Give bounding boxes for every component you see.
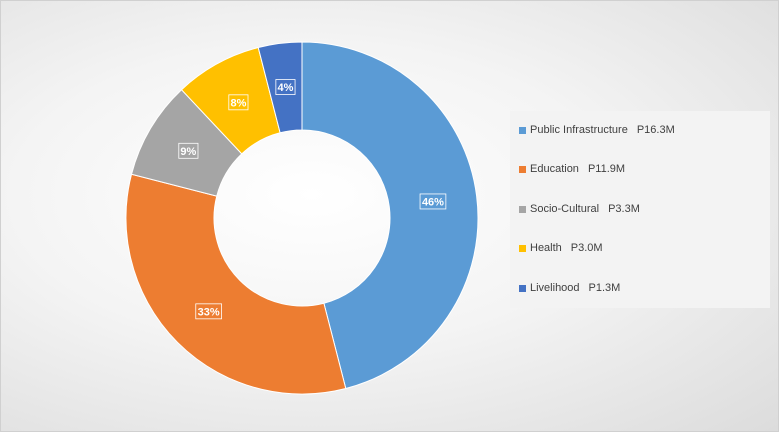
data-label-box-public-infrastructure (419, 193, 447, 210)
data-label-education: 33% (198, 306, 220, 318)
legend-item-livelihood: Livelihood P1.3M (519, 280, 620, 296)
data-label-box-livelihood (275, 79, 296, 95)
legend-label: Education (530, 163, 579, 175)
legend-value: P3.0M (570, 242, 603, 254)
legend-swatch (519, 284, 526, 292)
data-label-box-health (228, 94, 249, 111)
legend-label: Health (530, 242, 562, 254)
legend-swatch (519, 126, 526, 134)
legend-swatch (519, 244, 526, 252)
legend-value: P1.3M (588, 282, 621, 294)
data-label-health: 8% (230, 97, 246, 109)
legend-swatch (519, 205, 526, 213)
legend-label: Public Infrastructure (530, 124, 628, 136)
legend-swatch (519, 165, 526, 173)
data-label-box-education (195, 303, 222, 320)
legend-value: P16.3M (636, 124, 675, 136)
legend-value: P11.9M (587, 163, 626, 175)
data-label-box-socio-cultural (178, 142, 199, 159)
data-label-public-infrastructure: 46% (422, 196, 444, 208)
legend-item-health: Health P3.0M (519, 240, 603, 256)
legend-item-public-infrastructure: Public Infrastructure P16.3M (519, 122, 675, 138)
legend-item-education: Education P11.9M (519, 161, 625, 177)
legend-value: P3.3M (608, 203, 640, 215)
legend-label: Socio-Cultural (530, 203, 600, 215)
legend-item-socio-cultural: Socio-Cultural P3.3M (519, 201, 640, 217)
legend-label: Livelihood (530, 282, 580, 294)
legend: Public Infrastructure P16.3M Education P… (510, 111, 770, 308)
slice-public-infrastructure (301, 41, 479, 390)
slice-education (125, 173, 347, 395)
data-label-livelihood: 4% (278, 82, 294, 94)
data-label-socio-cultural: 9% (180, 146, 196, 158)
